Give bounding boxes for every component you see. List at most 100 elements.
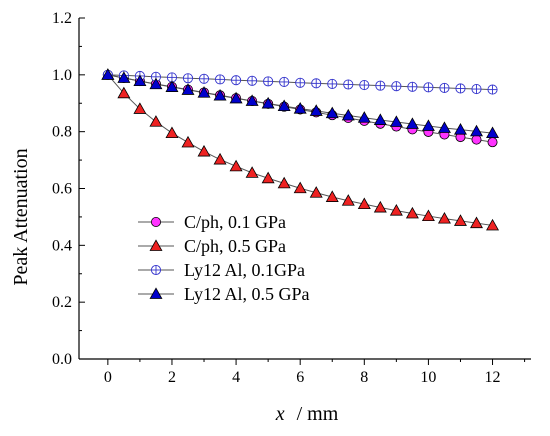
data-point-s1-13-shape	[309, 186, 323, 198]
data-point-s1-22-shape	[453, 214, 467, 226]
data-point-s1-1-shape	[117, 86, 131, 99]
data-point-s3-0	[101, 68, 115, 80]
data-point-s0-23-shape	[471, 134, 482, 145]
data-point-s3-14	[325, 106, 339, 119]
legend-marker-0	[150, 216, 161, 227]
data-point-s3-8	[229, 91, 243, 104]
data-point-s3-9-shape	[245, 94, 259, 106]
data-point-s1-3-shape	[149, 115, 163, 127]
data-point-s1-24-shape	[486, 218, 500, 231]
y-tick-label: 1.2	[52, 10, 72, 27]
legend: C/ph, 0.1 GPa C/ph, 0.5 GPa Ly12 Al, 0.1GP…	[138, 212, 310, 304]
data-point-s3-16-shape	[357, 111, 371, 123]
data-point-s3-17-shape	[373, 113, 387, 125]
legend-label-0: C/ph, 0.1 GPa	[184, 212, 286, 232]
y-tick-label: 0.6	[52, 181, 72, 198]
data-point-s3-0-shape	[101, 68, 115, 80]
data-point-s2-8	[231, 75, 242, 86]
data-point-s1-1	[117, 86, 131, 99]
data-point-s1-23	[470, 216, 483, 229]
data-point-s3-24-shape	[486, 126, 500, 139]
data-point-s3-6-shape	[197, 86, 211, 98]
data-point-s0-24-shape	[487, 137, 498, 148]
data-point-s1-24	[486, 218, 500, 231]
legend-label-3: Ly12 Al, 0.5 GPa	[184, 284, 310, 304]
data-point-s1-23-shape	[470, 216, 483, 229]
data-point-s3-15-shape	[341, 108, 355, 121]
data-point-s1-18-shape	[389, 204, 403, 216]
data-point-s1-5	[181, 135, 195, 148]
data-point-s3-9	[245, 94, 259, 106]
legend-label-2: Ly12 Al, 0.1GPa	[184, 260, 305, 280]
y-tick-label: 0.0	[52, 351, 72, 368]
data-point-s1-2	[133, 102, 147, 114]
data-point-s3-18	[389, 115, 403, 127]
data-point-s3-23	[470, 124, 483, 137]
data-point-s3-3-shape	[149, 77, 163, 90]
data-point-s3-6	[197, 86, 211, 98]
data-point-s1-10-shape	[261, 171, 275, 184]
data-point-s3-2-shape	[133, 74, 147, 87]
data-point-s1-10	[261, 171, 275, 184]
data-point-s2-15	[343, 79, 354, 90]
data-point-s3-24	[486, 126, 500, 139]
data-point-s1-4	[165, 126, 179, 139]
data-point-s1-12	[293, 181, 307, 194]
data-point-s3-3	[149, 77, 163, 90]
series-line-1	[107, 74, 493, 226]
data-point-s2-12	[295, 77, 306, 88]
data-point-s2-21	[439, 82, 450, 93]
data-point-s3-22-shape	[453, 123, 467, 135]
data-point-s1-19-shape	[405, 206, 419, 219]
data-point-s3-21-shape	[437, 121, 451, 133]
data-point-s3-12-shape	[293, 102, 307, 114]
data-point-s1-20-shape	[421, 209, 435, 221]
data-point-s1-12-shape	[293, 181, 307, 194]
data-point-s3-20	[421, 119, 435, 131]
data-point-s3-19-shape	[405, 117, 419, 129]
x-tick-label: 0	[104, 369, 112, 386]
data-point-s2-20	[423, 82, 434, 93]
y-tick-label: 1.0	[52, 67, 72, 84]
y-tick-label: 0.4	[52, 237, 72, 254]
data-point-s2-6	[198, 73, 210, 84]
data-point-s2-5	[182, 73, 194, 84]
data-point-s1-14-shape	[325, 190, 339, 202]
data-point-s3-11	[277, 99, 291, 112]
x-tick-label: 6	[296, 369, 304, 386]
data-point-s3-8-shape	[229, 91, 243, 104]
axes: 0.0 0.2 0.4 0.6 0.8 1.0 1.2 0 2 4 6 8 10 12	[52, 10, 531, 386]
data-point-s3-22	[453, 123, 467, 135]
data-point-s1-6-shape	[197, 144, 211, 157]
data-point-s3-15	[341, 108, 355, 121]
legend-marker-0-shape	[150, 216, 161, 227]
data-point-s1-18	[389, 204, 403, 216]
data-point-s1-7	[213, 152, 227, 165]
data-point-s0-23	[471, 134, 482, 145]
data-point-s3-13-shape	[309, 104, 323, 116]
data-point-s1-20	[421, 209, 435, 221]
x-tick-label: 10	[420, 369, 436, 386]
data-point-s1-15	[341, 194, 355, 206]
data-point-s1-16-shape	[357, 197, 371, 210]
data-point-s1-9-shape	[245, 166, 259, 178]
data-point-s3-16	[357, 111, 371, 123]
data-point-s2-9	[247, 75, 258, 86]
data-point-s2-24	[487, 84, 498, 95]
data-point-s3-5-shape	[181, 83, 195, 95]
data-point-s3-5	[181, 83, 195, 95]
data-point-s1-15-shape	[341, 194, 355, 206]
data-point-s3-10-shape	[261, 96, 275, 109]
data-point-s1-21	[437, 212, 451, 224]
data-point-s1-5-shape	[181, 135, 195, 148]
data-point-s3-2	[133, 74, 147, 87]
legend-marker-3	[149, 287, 163, 299]
data-point-s1-17-shape	[373, 200, 387, 213]
y-axis-title: Peak Attenuation	[10, 148, 32, 285]
data-point-s3-4	[165, 80, 179, 92]
x-tick-label: 2	[168, 369, 176, 386]
data-point-s3-7-shape	[213, 88, 227, 101]
legend-label-1: C/ph, 0.5 GPa	[184, 236, 286, 256]
